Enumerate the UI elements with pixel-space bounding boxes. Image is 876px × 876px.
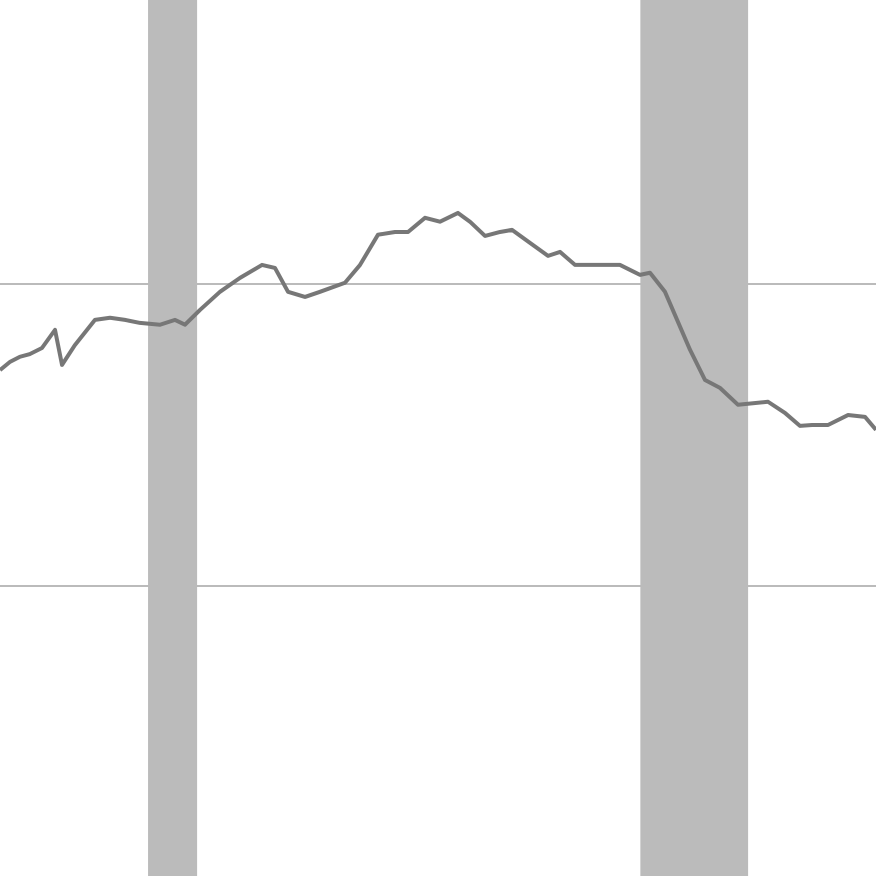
data-line [0,210,876,432]
recession-band [640,0,749,876]
recession-band [148,0,198,876]
